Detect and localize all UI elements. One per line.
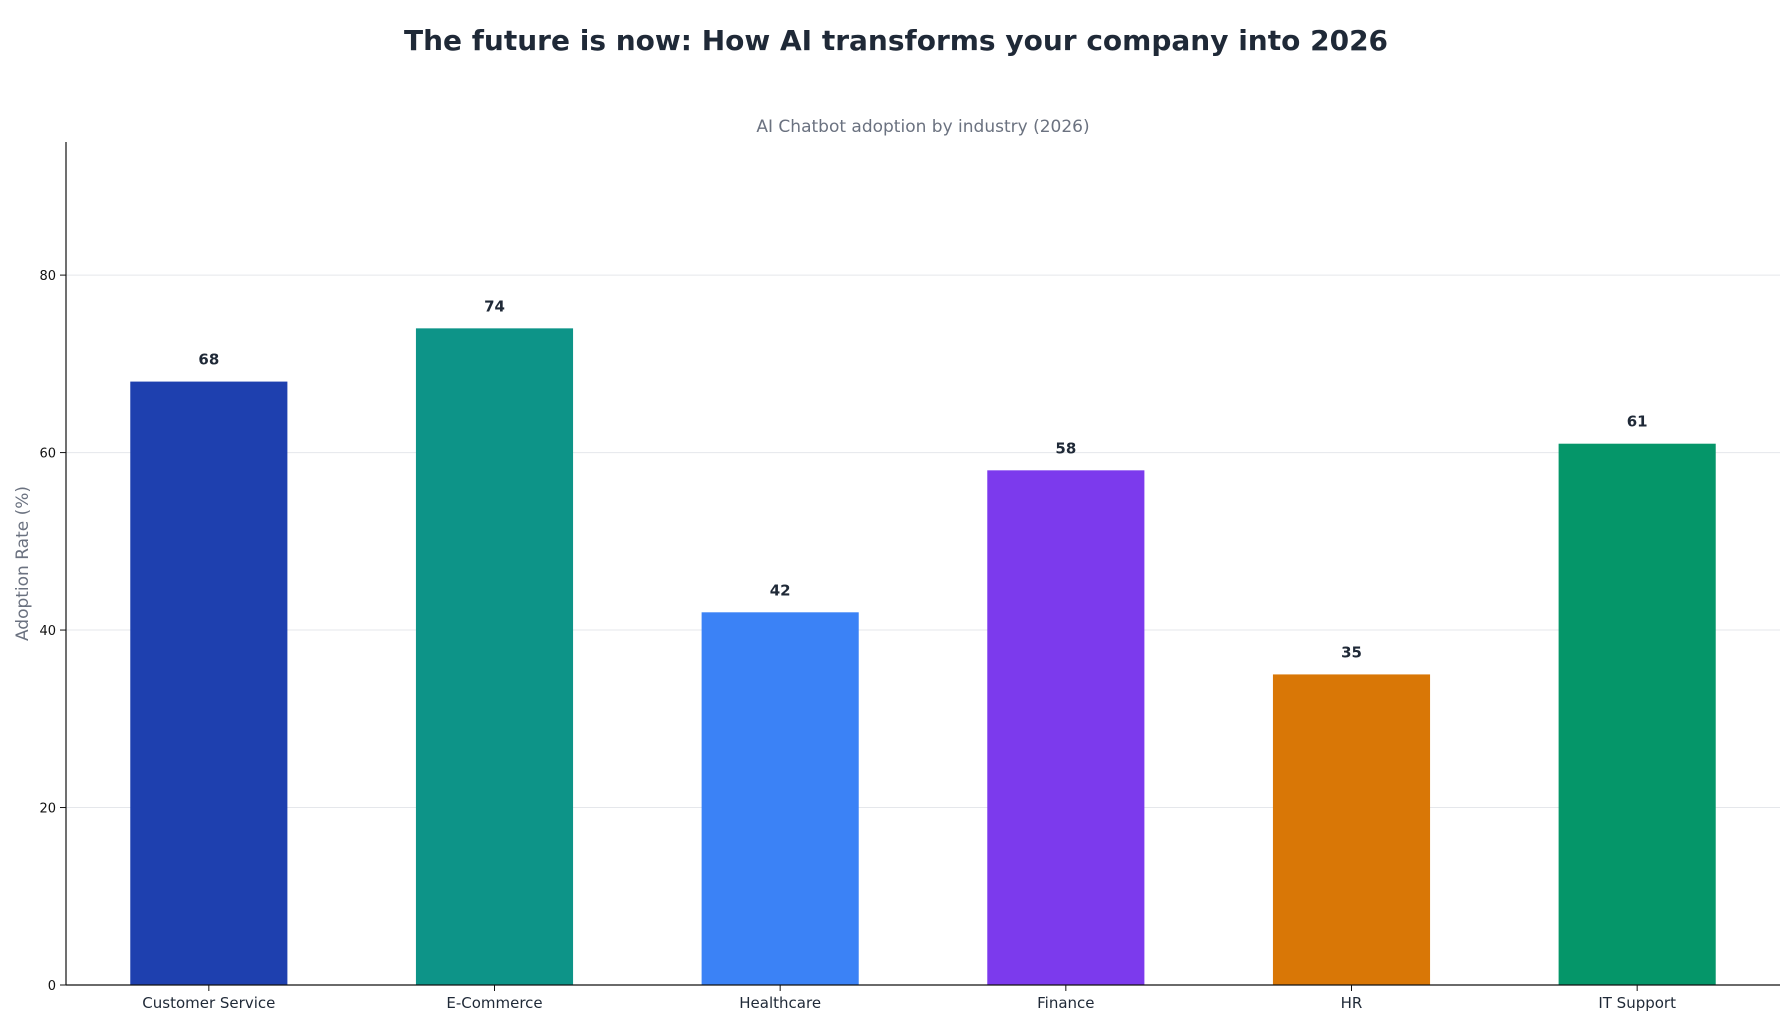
bar (987, 470, 1145, 986)
bar (1558, 443, 1716, 985)
y-tick-label: 40 (39, 624, 56, 639)
y-tick-label: 80 (39, 269, 56, 284)
bar-value-label: 74 (484, 297, 505, 315)
grid-lines (66, 274, 1780, 809)
x-tick-labels: Customer Service E-Commerce Healthcare Fina… (142, 985, 1676, 1012)
bar (415, 328, 574, 985)
y-tick-label: 0 (48, 979, 56, 994)
x-tick-label: Finance (1037, 994, 1094, 1012)
bar (130, 381, 288, 985)
bar-value-label: 35 (1341, 643, 1362, 661)
bar-value-label: 58 (1055, 439, 1076, 457)
x-tick-label: E-Commerce (446, 994, 542, 1012)
x-tick-label: HR (1341, 994, 1363, 1012)
y-ticks: 0 20 40 60 80 (39, 269, 66, 994)
x-tick-label: Healthcare (739, 994, 821, 1012)
axes (65, 142, 1780, 986)
bar (701, 612, 859, 985)
bar (1272, 674, 1431, 985)
bars (130, 328, 1716, 986)
bar-value-label: 68 (198, 351, 219, 369)
y-axis-label: Adoption Rate (%) (13, 486, 33, 641)
chart-subtitle: AI Chatbot adoption by industry (2026) (756, 117, 1089, 137)
x-tick-label: IT Support (1598, 994, 1676, 1012)
y-tick-label: 20 (39, 802, 56, 817)
y-tick-label: 60 (39, 447, 56, 462)
x-tick-label: Customer Service (142, 994, 275, 1012)
bar-value-label: 61 (1627, 413, 1648, 431)
chart-title: The future is now: How AI transforms you… (403, 24, 1389, 57)
value-labels: 68 74 42 58 35 61 (198, 297, 1647, 661)
bar-value-label: 42 (770, 581, 791, 599)
